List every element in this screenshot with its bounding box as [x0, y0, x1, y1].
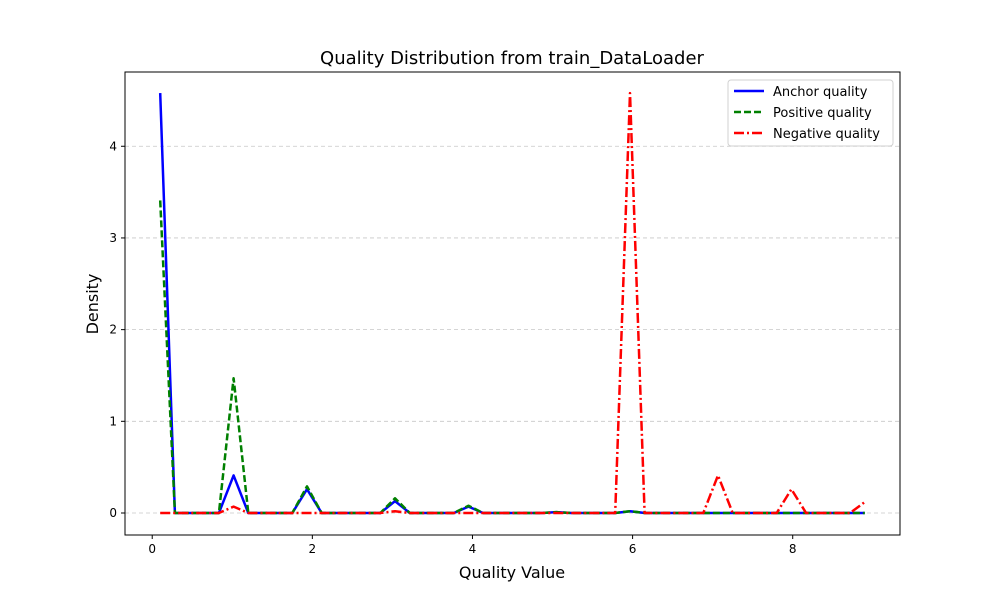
x-tick-label: 8 [789, 542, 797, 556]
x-tick-label: 4 [469, 542, 477, 556]
x-axis-label: Quality Value [459, 563, 565, 582]
series-line-anchor-quality [158, 93, 865, 515]
y-tick-label: 2 [109, 323, 117, 337]
y-axis-label: Density [83, 274, 102, 335]
legend: Anchor quality Positive quality Negative q… [727, 79, 894, 147]
legend-label: Anchor quality [773, 85, 868, 100]
legend-label: Negative quality [773, 127, 880, 142]
ticks: 0 1 2 3 4 0 2 4 6 8 [109, 139, 796, 556]
x-tick-label: 0 [148, 542, 156, 556]
chart-title: Quality Distribution from train_DataLoad… [320, 48, 705, 69]
plot-frame [124, 71, 901, 536]
y-tick-label: 4 [109, 139, 117, 153]
series-line-negative-quality [160, 91, 866, 515]
series-lines [158, 91, 866, 515]
x-tick-label: 6 [629, 542, 637, 556]
legend-label: Positive quality [773, 106, 872, 121]
y-tick-label: 1 [109, 414, 117, 428]
x-tick-label: 2 [309, 542, 317, 556]
series-line-positive-quality [158, 200, 865, 515]
legend-box [727, 79, 894, 147]
y-tick-label: 0 [109, 506, 117, 520]
y-tick-label: 3 [109, 231, 117, 245]
